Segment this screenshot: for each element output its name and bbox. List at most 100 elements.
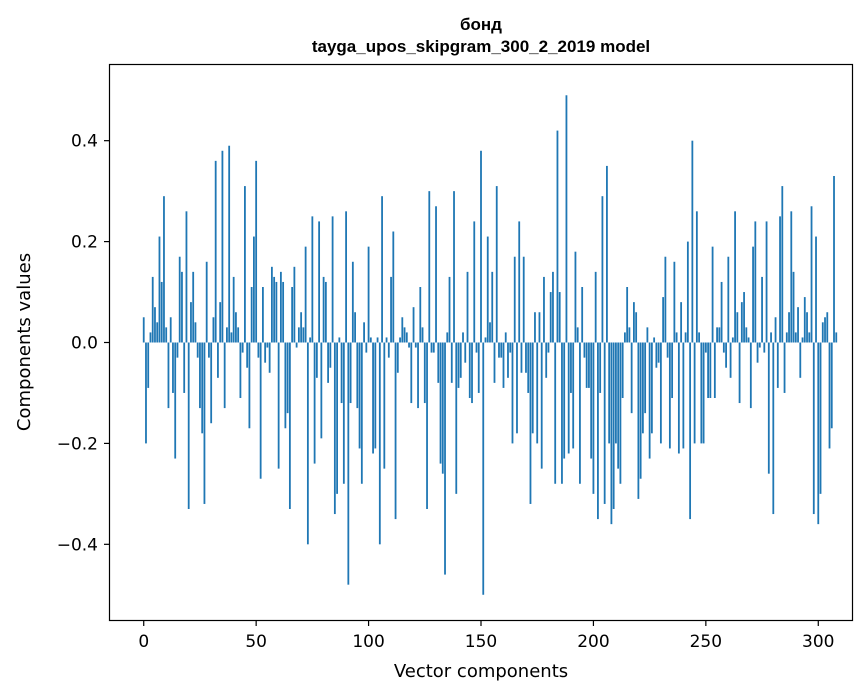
bar-190 (570, 342, 572, 393)
bar-173 (531, 342, 534, 434)
bar-125 (423, 342, 426, 404)
bar-165 (513, 256, 516, 343)
bar-139 (455, 342, 458, 494)
bar-100 (367, 246, 370, 343)
bars-group (142, 95, 838, 595)
bar-84 (331, 216, 334, 343)
bar-239 (680, 302, 683, 343)
bar-300 (817, 342, 820, 525)
bar-107 (383, 342, 386, 469)
bar-78 (318, 221, 321, 343)
bar-118 (408, 342, 410, 348)
bar-286 (785, 332, 788, 343)
bar-58 (273, 276, 276, 343)
bar-267 (743, 292, 745, 343)
bar-164 (511, 342, 514, 444)
bar-247 (698, 332, 700, 343)
bar-298 (812, 342, 815, 515)
y-tick-label: 0.0 (71, 334, 98, 354)
bar-50 (255, 160, 258, 343)
bar-74 (309, 337, 312, 343)
bar-146 (471, 342, 473, 404)
bar-73 (306, 342, 309, 545)
bar-299 (815, 236, 817, 343)
bar-178 (543, 276, 545, 343)
bar-33 (217, 342, 219, 378)
bar-83 (329, 342, 332, 368)
bar-175 (536, 342, 539, 444)
bar-122 (417, 342, 419, 409)
plot-frame (108, 63, 854, 622)
bar-236 (673, 261, 676, 343)
bar-228 (655, 342, 658, 368)
bar-126 (426, 342, 428, 509)
bar-71 (302, 327, 305, 343)
bar-280 (772, 342, 775, 515)
bar-215 (626, 287, 629, 343)
bar-246 (695, 211, 698, 343)
bar-255 (716, 327, 718, 343)
bar-202 (597, 342, 599, 520)
bar-163 (509, 342, 512, 353)
bar-231 (662, 297, 665, 343)
bar-290 (794, 332, 797, 343)
bar-249 (702, 342, 705, 444)
bar-198 (588, 342, 590, 388)
bar-177 (540, 342, 543, 469)
bar-174 (534, 312, 536, 343)
bar-149 (477, 342, 480, 393)
bar-20 (187, 342, 190, 509)
bar-124 (421, 327, 424, 343)
bar-147 (473, 221, 476, 343)
bar-274 (758, 342, 761, 348)
bar-275 (761, 276, 763, 343)
bar-66 (291, 287, 294, 343)
bar-261 (729, 342, 732, 378)
bar-206 (606, 165, 608, 343)
bar-158 (498, 342, 500, 358)
bar-302 (821, 322, 824, 343)
bar-121 (414, 342, 417, 348)
bar-48 (250, 287, 253, 343)
bar-34 (219, 302, 222, 343)
bar-45 (244, 186, 246, 343)
bar-194 (579, 342, 581, 484)
bar-96 (358, 342, 361, 449)
bar-26 (201, 342, 204, 434)
bar-14 (174, 342, 177, 459)
bar-253 (711, 246, 714, 343)
bar-85 (333, 342, 336, 515)
bar-223 (644, 342, 647, 414)
bar-79 (320, 342, 323, 439)
bar-224 (646, 327, 649, 343)
bar-81 (324, 281, 327, 343)
bar-5 (154, 307, 156, 343)
bar-69 (297, 327, 300, 343)
x-tick-label: 150 (465, 632, 497, 652)
bar-295 (806, 312, 808, 343)
bar-148 (475, 342, 478, 353)
y-axis-label: Components values (14, 253, 35, 431)
bar-112 (394, 342, 397, 520)
x-tick-label: 50 (245, 632, 267, 652)
bar-187 (563, 342, 566, 459)
bar-141 (459, 342, 462, 378)
bar-227 (653, 337, 656, 343)
bar-167 (518, 221, 521, 343)
bar-217 (630, 342, 633, 414)
bar-31 (212, 317, 215, 343)
bar-143 (464, 342, 467, 363)
bar-82 (327, 342, 329, 383)
bar-211 (617, 342, 620, 469)
bar-4 (151, 276, 154, 343)
bar-293 (801, 337, 804, 343)
bar-99 (365, 342, 368, 353)
bar-226 (650, 342, 653, 434)
bar-114 (399, 337, 401, 343)
bar-32 (214, 160, 217, 343)
bar-37 (226, 327, 228, 343)
bar-212 (619, 342, 622, 484)
bar-230 (659, 342, 662, 444)
bar-86 (336, 342, 338, 494)
bar-179 (545, 342, 548, 378)
